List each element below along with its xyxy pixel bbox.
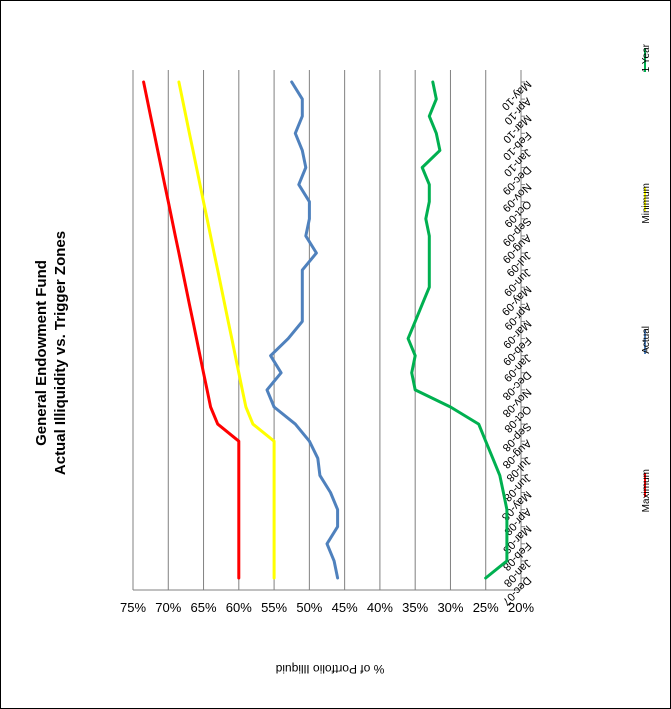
- chart-title-line2: Actual Illiquidity vs. Trigger Zones: [52, 231, 69, 475]
- grid-lines: [132, 70, 487, 590]
- axes: [133, 70, 525, 591]
- y-tick-label: 25%: [473, 600, 499, 615]
- y-tick-labels: 75% 70% 65% 60% 55% 50% 45% 40% 35% 30% 25% 20%: [120, 600, 534, 615]
- series-line-minimum: [177, 80, 276, 580]
- y-tick-label: 60%: [226, 600, 252, 615]
- y-tick-label: 70%: [155, 600, 181, 615]
- y-tick-label: 30%: [437, 600, 463, 615]
- y-tick-label: 20%: [508, 600, 534, 615]
- y-tick-label: 65%: [191, 600, 217, 615]
- y-tick-label: 50%: [296, 600, 322, 615]
- y-tick-label: 35%: [402, 600, 428, 615]
- legend-label: 1 Year: [641, 43, 652, 72]
- series-line-actual: [265, 80, 340, 580]
- legend-label: Actual: [641, 326, 652, 354]
- series-line-1-year: [406, 80, 509, 580]
- y-tick-label: 75%: [120, 600, 146, 615]
- x-tick-labels: Dec-07Jan-08Feb-08Mar-08Apr-08May-08Jun-…: [499, 78, 533, 608]
- y-axis-label: % of Portfolio Illiquid: [276, 662, 385, 676]
- legend-label: Maximum: [641, 469, 652, 512]
- y-tick-label: 55%: [261, 600, 287, 615]
- chart-title-line1: General Endowment Fund: [33, 260, 50, 446]
- series-lines: [142, 80, 509, 580]
- y-tick-label: 45%: [332, 600, 358, 615]
- legend-label: Minimum: [641, 183, 652, 224]
- series-line-maximum: [142, 80, 241, 580]
- legend: Maximum Actual Minimum 1 Year: [641, 43, 652, 512]
- y-tick-label: 40%: [367, 600, 393, 615]
